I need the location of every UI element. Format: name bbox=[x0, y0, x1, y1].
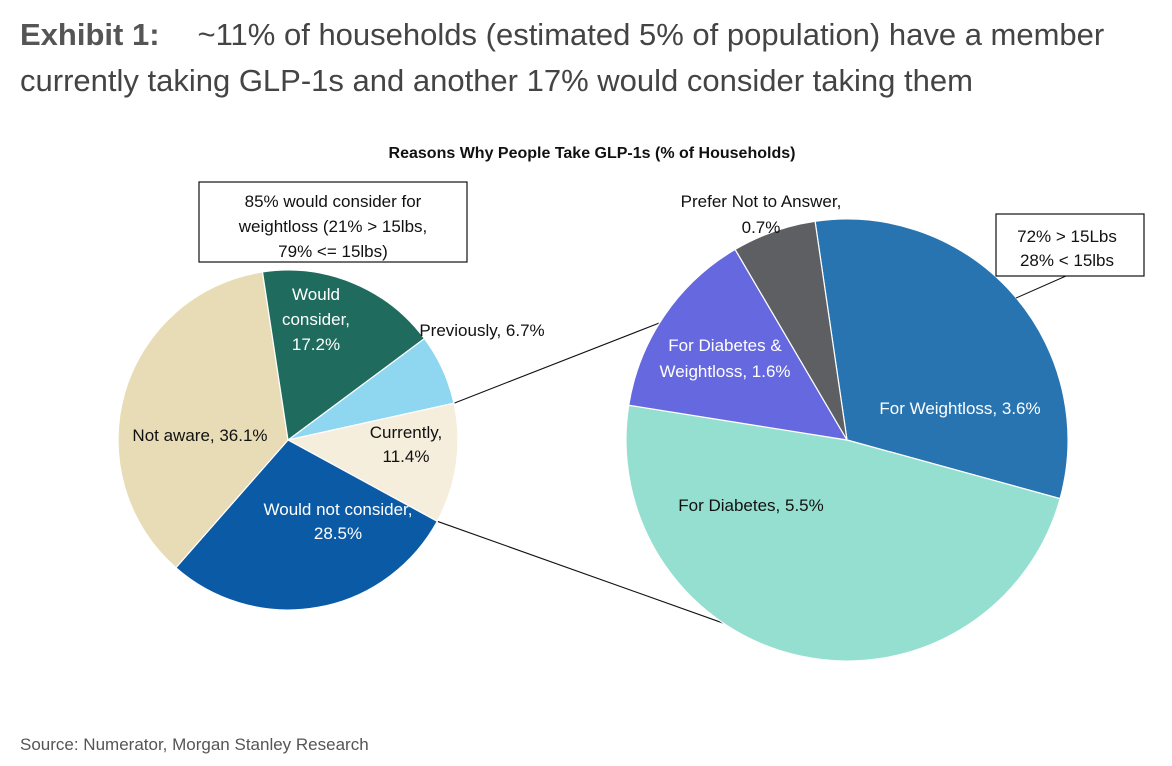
label-not-aware: Not aware, 36.1% bbox=[132, 426, 267, 445]
consider-callout-box bbox=[198, 181, 468, 263]
slice-prefer-not-to-answer bbox=[734, 220, 848, 441]
exhibit-label: Exhibit 1: bbox=[20, 17, 160, 52]
weightloss-callout-leader bbox=[1015, 275, 1067, 299]
pie-currently-breakdown bbox=[625, 218, 1069, 662]
label-for-weightloss: For Weightloss, 3.6% bbox=[879, 399, 1040, 418]
label-would-consider: Would consider, 17.2% bbox=[282, 285, 350, 354]
slice-currently bbox=[286, 402, 459, 523]
label-for-diabetes-weightloss: For Diabetes & Weightloss, 1.6% bbox=[659, 336, 790, 381]
label-for-diabetes: For Diabetes, 5.5% bbox=[678, 496, 824, 515]
consider-callout-text: 85% would consider for weightloss (21% > … bbox=[238, 192, 428, 261]
connector-line-top bbox=[453, 322, 660, 404]
slice-for-diabetes-weightloss bbox=[628, 248, 849, 441]
chart-title: Reasons Why People Take GLP-1s (% of Hou… bbox=[389, 145, 796, 162]
slice-for-weightloss bbox=[814, 218, 1069, 500]
source-note: Source: Numerator, Morgan Stanley Resear… bbox=[20, 735, 369, 754]
label-would-not-consider: Would not consider, 28.5% bbox=[264, 500, 413, 543]
slice-labels: Previously, 6.7% Currently, 11.4% Would not… bbox=[132, 192, 1040, 543]
label-currently: Currently, 11.4% bbox=[370, 423, 442, 466]
slice-would-consider bbox=[261, 269, 426, 442]
exhibit-heading: Exhibit 1: ~11% of households (estimated … bbox=[20, 12, 1160, 104]
weightloss-callout-text: 72% > 15Lbs 28% < 15lbs bbox=[1017, 227, 1117, 270]
label-previously: Previously, 6.7% bbox=[419, 321, 544, 340]
connector-line-bottom bbox=[437, 520, 724, 624]
exhibit-title: ~11% of households (estimated 5% of popu… bbox=[20, 17, 1105, 98]
label-prefer-not-to-answer: Prefer Not to Answer, 0.7% bbox=[681, 192, 842, 237]
slice-would-not-consider bbox=[174, 439, 439, 611]
connector-lines bbox=[437, 322, 724, 624]
slice-not-aware bbox=[117, 271, 289, 569]
slice-for-diabetes bbox=[625, 404, 1061, 662]
callouts: 85% would consider for weightloss (21% > … bbox=[198, 181, 1145, 299]
pie-households bbox=[117, 269, 459, 611]
weightloss-callout-box bbox=[995, 213, 1145, 277]
